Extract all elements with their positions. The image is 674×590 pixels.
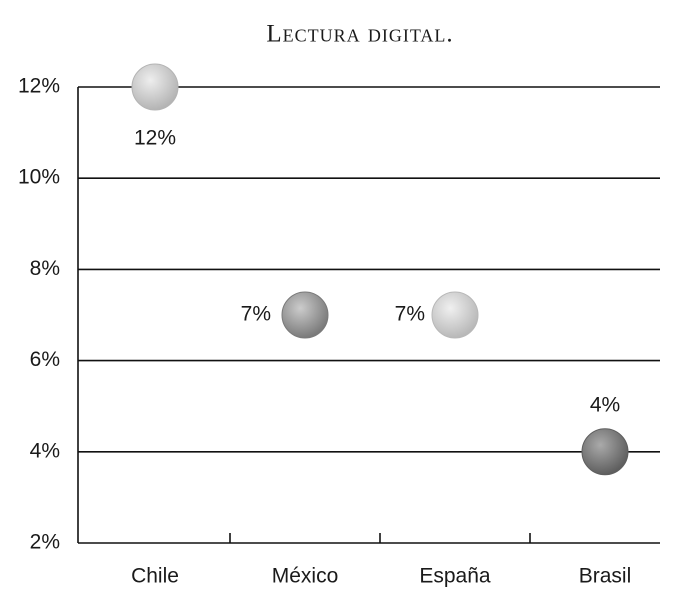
value-label: 4%: [590, 393, 620, 416]
y-tick-label: 2%: [30, 531, 60, 554]
y-tick-label: 4%: [30, 439, 60, 462]
y-tick-label: 10%: [18, 166, 60, 189]
dot: [131, 63, 179, 111]
value-label: 7%: [241, 303, 271, 326]
x-tick-label: México: [272, 565, 339, 588]
y-tick-label: 6%: [30, 348, 60, 371]
dot: [581, 428, 629, 476]
chart-title: Lectura digital.: [266, 21, 453, 48]
x-tick-label: España: [419, 565, 491, 588]
dot: [281, 291, 329, 339]
dot: [431, 291, 479, 339]
x-tick-label: Brasil: [579, 565, 632, 588]
value-label: 12%: [134, 127, 176, 150]
x-tick-label: Chile: [131, 565, 179, 588]
y-tick-label: 12%: [18, 75, 60, 98]
y-tick-label: 8%: [30, 257, 60, 280]
value-label: 7%: [395, 303, 425, 326]
